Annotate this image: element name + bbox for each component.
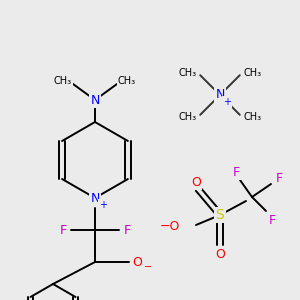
Text: +: + xyxy=(223,97,231,107)
Text: CH₃: CH₃ xyxy=(54,76,72,86)
Text: −: − xyxy=(144,262,152,272)
Text: N: N xyxy=(90,191,100,205)
Text: N: N xyxy=(90,94,100,106)
Text: O: O xyxy=(191,176,201,188)
Text: CH₃: CH₃ xyxy=(178,68,196,78)
Text: F: F xyxy=(59,224,67,236)
Text: CH₃: CH₃ xyxy=(244,68,262,78)
Text: F: F xyxy=(268,214,276,226)
Text: F: F xyxy=(275,172,283,184)
Text: N: N xyxy=(215,88,225,101)
Text: −O: −O xyxy=(160,220,180,233)
Text: O: O xyxy=(215,248,225,260)
Text: CH₃: CH₃ xyxy=(178,112,196,122)
Text: F: F xyxy=(123,224,130,236)
Text: O: O xyxy=(132,256,142,268)
Text: CH₃: CH₃ xyxy=(118,76,136,86)
Text: S: S xyxy=(216,208,224,222)
Text: +: + xyxy=(99,200,107,210)
Text: F: F xyxy=(232,166,240,178)
Text: CH₃: CH₃ xyxy=(244,112,262,122)
